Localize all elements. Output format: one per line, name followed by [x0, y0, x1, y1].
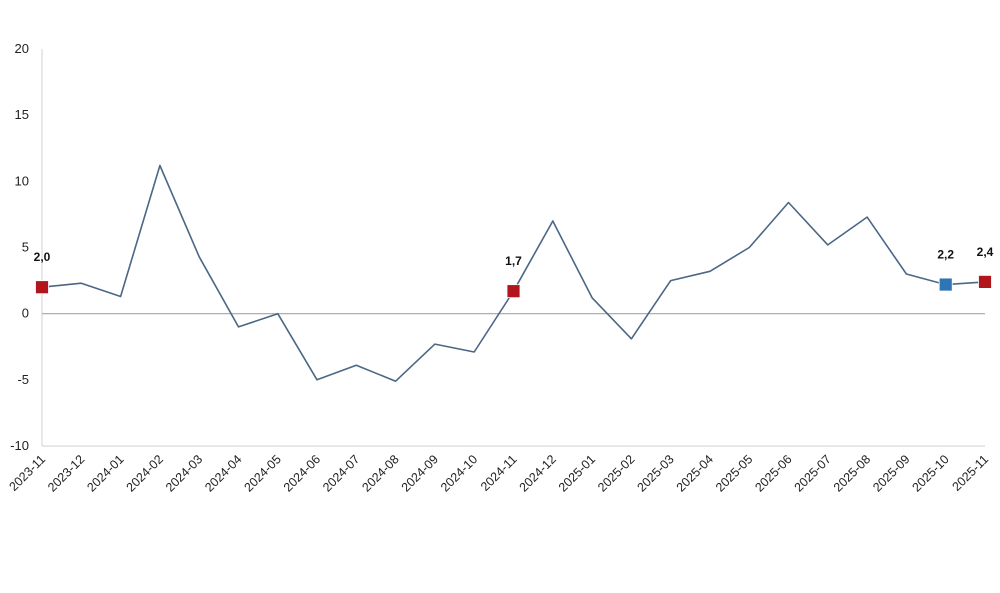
x-tick-label: 2025-04: [674, 452, 716, 494]
x-tick-label: 2025-05: [713, 452, 755, 494]
y-tick-label: 20: [15, 41, 29, 56]
y-tick-label: 5: [22, 240, 29, 255]
x-tick-label: 2025-09: [870, 452, 912, 494]
highlight-marker: [978, 275, 992, 289]
y-tick-label: 15: [15, 107, 29, 122]
x-tick-label: 2025-07: [792, 452, 834, 494]
x-tick-label: 2025-11: [949, 452, 991, 494]
x-tick-label: 2024-02: [124, 452, 166, 494]
x-tick-label: 2024-12: [517, 452, 559, 494]
x-tick-label: 2024-06: [281, 452, 323, 494]
x-tick-label: 2024-07: [320, 452, 362, 494]
x-tick-label: 2024-04: [202, 452, 244, 494]
x-tick-label: 2024-01: [84, 452, 126, 494]
x-tick-label: 2024-03: [163, 452, 205, 494]
x-tick-label: 2024-05: [242, 452, 284, 494]
highlight-marker: [35, 280, 49, 295]
x-tick-label: 2025-08: [831, 452, 873, 494]
highlight-marker: [506, 284, 521, 299]
x-tick-label: 2023-12: [45, 452, 87, 494]
highlight-marker: [938, 277, 953, 292]
x-tick-label: 2024-11: [478, 452, 520, 494]
x-tick-label: 2023-11: [6, 452, 48, 494]
data-label: 2,2: [937, 248, 954, 262]
y-tick-label: 0: [22, 306, 29, 321]
series-line: [41, 164, 986, 383]
x-tick-label: 2025-02: [595, 452, 637, 494]
y-tick-label: -5: [17, 372, 29, 387]
y-tick-label: 10: [15, 173, 29, 188]
x-tick-label: 2025-03: [634, 452, 676, 494]
x-tick-label: 2024-08: [359, 452, 401, 494]
y-tick-label: -10: [10, 438, 29, 453]
data-label: 1,7: [505, 254, 522, 268]
data-label: 2,4: [977, 245, 994, 259]
x-tick-label: 2024-10: [438, 452, 480, 494]
x-tick-label: 2025-10: [909, 452, 951, 494]
x-tick-label: 2024-09: [399, 452, 441, 494]
x-tick-label: 2025-06: [752, 452, 794, 494]
data-label: 2,0: [34, 250, 51, 264]
x-tick-label: 2025-01: [556, 452, 598, 494]
